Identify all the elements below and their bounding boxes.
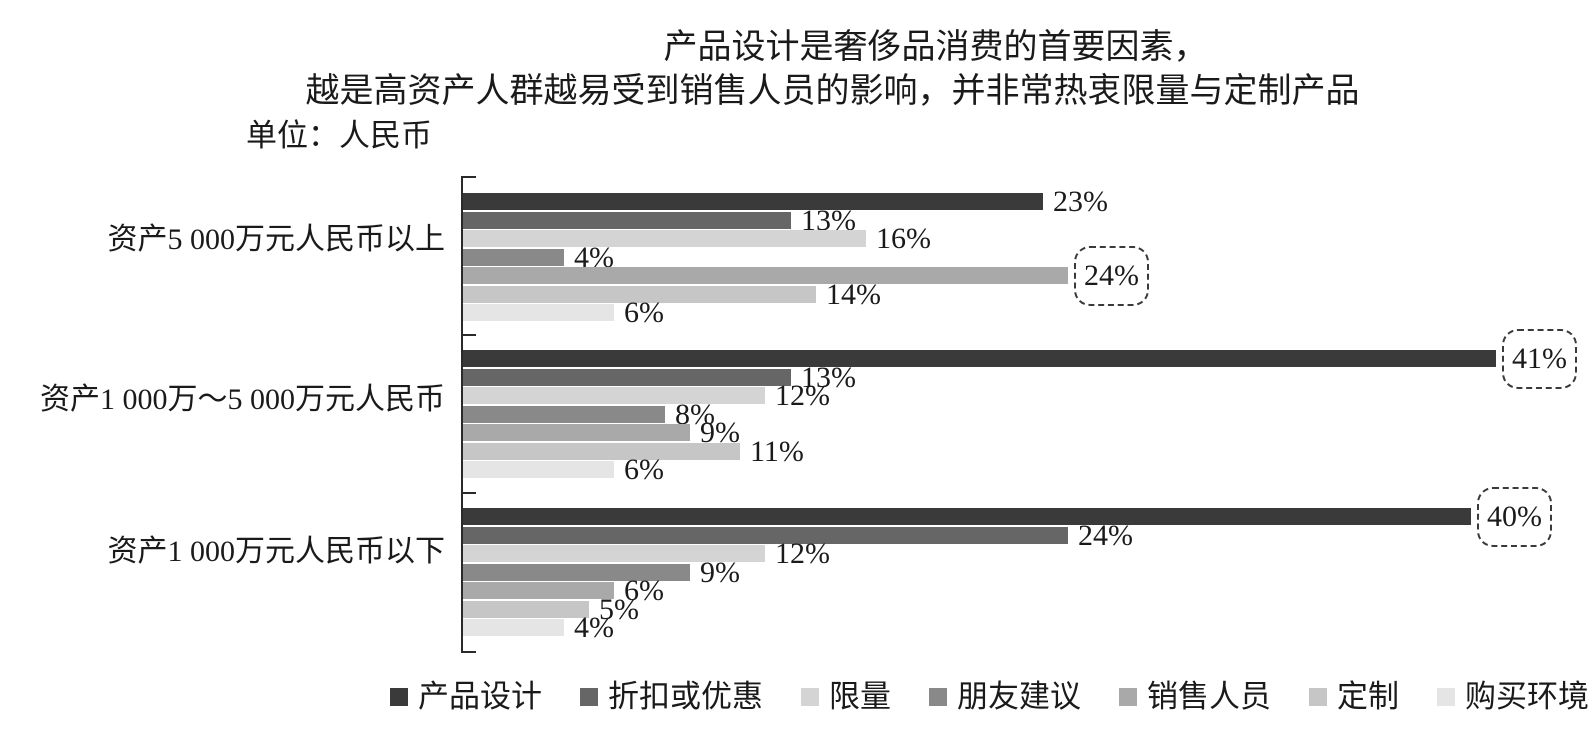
legend-item: 定制	[1309, 680, 1399, 714]
bar	[463, 350, 1496, 367]
bar	[463, 461, 614, 478]
bar	[463, 424, 690, 441]
category-label: 资产1 000万元人民币以下	[107, 535, 446, 568]
bar	[463, 526, 1068, 544]
axis-tick	[463, 492, 476, 494]
legend-swatch-icon	[390, 688, 408, 706]
bar-value-label: 9%	[700, 555, 740, 589]
bar	[463, 230, 866, 247]
legend-item: 购买环境	[1437, 680, 1589, 714]
category-label: 资产1 000万～5 000万元人民币	[40, 383, 445, 416]
bar	[463, 619, 564, 636]
legend-item: 折扣或优惠	[580, 680, 763, 714]
bar	[463, 368, 791, 386]
bar-value-label: 24%	[1078, 518, 1133, 552]
legend-label: 销售人员	[1147, 679, 1271, 714]
bar-value-label: 6%	[624, 574, 664, 607]
legend-item: 产品设计	[390, 680, 542, 714]
legend-label: 限量	[829, 679, 891, 714]
axis-tick	[463, 176, 476, 178]
bar-value-label-boxed: 40%	[1477, 486, 1552, 547]
bar-value-label-boxed: 24%	[1074, 245, 1149, 306]
legend-item: 限量	[801, 680, 891, 714]
bar-value-label: 14%	[826, 277, 881, 311]
legend-swatch-icon	[1309, 688, 1327, 706]
legend-label: 折扣或优惠	[608, 679, 763, 714]
bar	[463, 563, 690, 581]
bar-value-label: 5%	[599, 592, 639, 626]
legend-swatch-icon	[929, 688, 947, 706]
bar-value-label: 23%	[1053, 185, 1108, 218]
bar	[463, 442, 740, 460]
bar-value-label: 13%	[801, 360, 856, 394]
bar-value-label: 11%	[750, 434, 804, 468]
bar	[463, 600, 589, 618]
legend-item: 销售人员	[1119, 680, 1271, 714]
legend-label: 产品设计	[418, 679, 542, 714]
bar-value-label-boxed: 41%	[1502, 328, 1577, 389]
category-axis-line	[461, 176, 463, 653]
bar	[463, 211, 791, 229]
bar	[463, 248, 564, 266]
chart-title: 产品设计是奢侈品消费的首要因素， 越是高资产人群越易受到销售人员的影响，并非常热…	[0, 26, 1595, 114]
bar-value-label: 4%	[574, 611, 614, 644]
axis-tick	[463, 334, 476, 336]
legend-label: 定制	[1337, 679, 1399, 714]
bar-value-label: 6%	[624, 453, 664, 486]
axis-tick	[463, 651, 476, 653]
unit-label: 单位：人民币	[246, 118, 432, 153]
category-label: 资产5 000万元人民币以上	[107, 223, 446, 256]
legend-swatch-icon	[1437, 688, 1455, 706]
bar	[463, 508, 1471, 525]
bar	[463, 267, 1068, 284]
bar-value-label: 12%	[775, 379, 830, 412]
legend-swatch-icon	[801, 688, 819, 706]
legend-swatch-icon	[580, 688, 598, 706]
legend: 产品设计 折扣或优惠 限量 朋友建议 销售人员 定制 购买环境	[390, 680, 1589, 714]
bar	[463, 545, 765, 562]
bar-value-label: 6%	[624, 296, 664, 329]
bar	[463, 304, 614, 321]
bar	[463, 285, 816, 303]
bar-value-label: 12%	[775, 537, 830, 570]
chart-title-line-1: 产品设计是奢侈品消费的首要因素，	[663, 29, 1208, 66]
legend-item: 朋友建议	[929, 680, 1081, 714]
bar	[463, 193, 1043, 210]
legend-swatch-icon	[1119, 688, 1137, 706]
bar	[463, 582, 614, 599]
bar	[463, 387, 765, 404]
legend-label: 朋友建议	[957, 679, 1081, 714]
legend-label: 购买环境	[1465, 679, 1589, 714]
chart-title-line-2: 越是高资产人群越易受到销售人员的影响，并非常热衷限量与定制产品	[305, 73, 1360, 110]
bar	[463, 405, 665, 423]
bar-value-label: 16%	[876, 222, 931, 255]
